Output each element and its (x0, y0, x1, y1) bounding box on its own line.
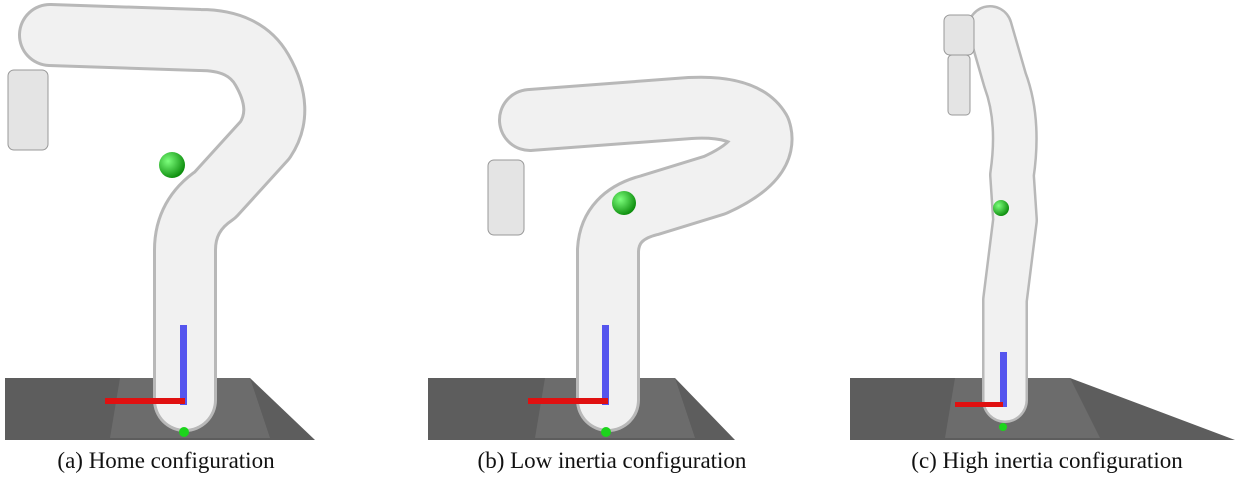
x-axis (955, 402, 1003, 407)
z-axis (1000, 352, 1007, 407)
caption: (a) Home configuration (57, 448, 274, 474)
x-axis (105, 398, 185, 404)
target-sphere (612, 191, 636, 215)
panel-b (428, 108, 762, 440)
z-axis (602, 325, 609, 405)
origin-dot (601, 427, 611, 437)
z-axis (180, 325, 187, 405)
target-sphere (993, 200, 1009, 216)
panel-a (5, 35, 315, 440)
gripper (8, 70, 48, 150)
figure: (a) Home configuration (b) Low inertia c… (0, 0, 1238, 494)
robot-arm (530, 108, 762, 400)
robot-arm (50, 35, 274, 400)
robot-images (0, 0, 1238, 494)
caption: (c) High inertia configuration (911, 448, 1182, 474)
gripper (948, 55, 970, 115)
panel-c (850, 15, 1235, 440)
origin-dot (999, 423, 1007, 431)
target-sphere (159, 152, 185, 178)
origin-dot (179, 427, 189, 437)
gripper (944, 15, 974, 55)
caption: (b) Low inertia configuration (478, 448, 747, 474)
x-axis (528, 398, 608, 404)
gripper (488, 160, 524, 235)
